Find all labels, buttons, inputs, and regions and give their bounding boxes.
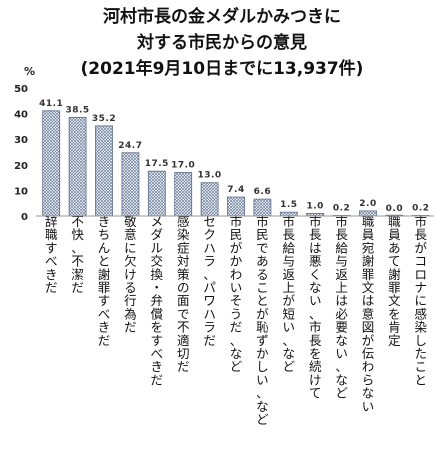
category-label: 市長給与返上は必要ない、など — [335, 214, 348, 401]
bar — [42, 110, 61, 217]
data-label: 0.0 — [386, 204, 403, 214]
data-label: 0.2 — [333, 203, 350, 213]
category-label: 市長がコロナに感染したこと — [415, 214, 428, 387]
chart-title-line-3: (2021年9月10日までに13,937件) — [81, 58, 364, 79]
category-label: メダル交換・弁償をすべきだ — [151, 214, 164, 387]
data-label: 1.5 — [280, 200, 297, 210]
bar — [121, 152, 140, 217]
bars — [42, 110, 430, 217]
data-labels: 41.138.535.2 24.717.5 17.013.0 7.4 6.6 1.5 1.0… — [39, 99, 429, 214]
bar — [95, 125, 113, 217]
bar — [68, 117, 87, 217]
category-label: 市長給与返上が短い、など — [283, 214, 296, 374]
category-label: 感染症対策の面で不適切だ — [177, 214, 190, 374]
data-label: 0.2 — [412, 203, 429, 213]
data-label: 6.6 — [254, 187, 271, 197]
data-label: 24.7 — [118, 141, 142, 151]
data-label: 17.0 — [171, 160, 195, 170]
bar — [174, 172, 193, 217]
category-label: 敬意に欠ける行為だ — [124, 214, 137, 335]
category-label: きちんと謝罪すべきだ — [98, 214, 111, 348]
data-label: 1.0 — [306, 201, 323, 211]
category-label: 辞職すべきだ — [45, 214, 58, 295]
y-unit-label: % — [24, 65, 35, 78]
category-label: 市民がかわいそうだ、など — [230, 214, 243, 374]
data-label: 38.5 — [65, 105, 89, 115]
y-tick-label: 10 — [14, 186, 28, 197]
data-label: 17.5 — [145, 159, 169, 169]
chart-title-line-2: 対する市民からの意見 — [136, 32, 307, 53]
category-label: 職員宛謝罪文は意図が伝わらない — [362, 214, 375, 414]
category-label: 職員あて謝罪文を肯定 — [388, 214, 401, 348]
category-label: セクハラ、パワハラだ — [203, 214, 216, 348]
y-tick-label: 40 — [14, 110, 28, 121]
bar — [200, 182, 219, 217]
category-label: 市民であることが恥ずかしい、など — [256, 214, 269, 427]
y-tick-label: 0 — [21, 212, 28, 223]
y-tick-label: 50 — [14, 84, 28, 95]
category-label: 不快、不潔だ — [71, 214, 84, 295]
data-label: 13.0 — [197, 171, 221, 181]
data-label: 35.2 — [92, 114, 116, 124]
bar — [147, 170, 166, 217]
chart-title-line-1: 河村市長の金メダルかみつきに — [103, 6, 341, 27]
chart-title: 河村市長の金メダルかみつきに 対する市民からの意見 (2021年9月10日までに… — [81, 6, 364, 79]
y-tick-label: 30 — [14, 135, 28, 146]
y-tick-label: 20 — [14, 161, 28, 172]
data-label: 41.1 — [39, 99, 63, 109]
category-label: 市長は悪くない、市長を続けて — [309, 214, 322, 401]
data-label: 7.4 — [227, 185, 244, 195]
data-label: 2.0 — [359, 199, 376, 209]
y-axis: 0 10 20 30 40 50 — [14, 84, 28, 223]
